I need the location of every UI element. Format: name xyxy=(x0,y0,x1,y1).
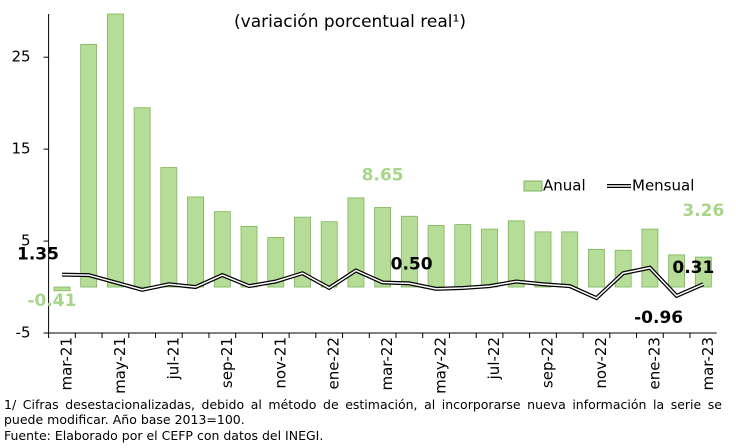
x-tick-label: may-22 xyxy=(432,337,450,394)
data-label: 8.65 xyxy=(362,166,404,186)
y-tick-label: 5 xyxy=(21,232,31,250)
bar xyxy=(481,228,498,288)
bar xyxy=(106,13,124,288)
bar xyxy=(400,215,418,288)
x-tick-label: nov-21 xyxy=(271,337,289,389)
bar xyxy=(534,231,552,288)
data-label: 0.50 xyxy=(391,254,433,274)
bar xyxy=(133,107,151,288)
data-label: 0.31 xyxy=(672,258,714,278)
bar xyxy=(507,220,525,288)
x-tick-label: sep-22 xyxy=(538,337,556,388)
x-tick-label: nov-22 xyxy=(592,337,610,389)
footnote: 1/ Cifras desestacionalizadas, debido al… xyxy=(4,397,722,427)
y-tick-label: 25 xyxy=(12,48,31,66)
x-tick-label: jul-22 xyxy=(485,337,503,380)
bar xyxy=(240,225,258,288)
bar xyxy=(668,254,686,288)
bar xyxy=(320,221,338,288)
data-label: 1.35 xyxy=(17,245,59,265)
bar xyxy=(294,216,311,288)
legend-label: Mensual xyxy=(632,177,694,195)
x-tick-label: mar-23 xyxy=(699,337,717,391)
source: Fuente: Elaborado por el CEFP con datos … xyxy=(4,428,324,443)
bar xyxy=(588,248,605,288)
x-tick-label: mar-21 xyxy=(57,337,75,391)
bar xyxy=(641,228,659,288)
bar xyxy=(213,211,231,288)
y-tick-label: 15 xyxy=(12,140,31,158)
bar xyxy=(267,236,285,288)
line-inner xyxy=(61,266,704,299)
x-tick-label: may-21 xyxy=(111,337,129,394)
bar xyxy=(53,286,71,292)
x-tick-label: jul-21 xyxy=(164,337,182,380)
legend-swatch xyxy=(523,180,543,192)
bar xyxy=(347,197,365,288)
x-tick-label: ene-23 xyxy=(645,337,663,389)
x-tick-label: sep-21 xyxy=(218,337,236,388)
data-label: -0.96 xyxy=(634,308,683,328)
data-label: 3.26 xyxy=(682,201,724,221)
bar xyxy=(454,224,472,288)
bar xyxy=(374,207,392,288)
chart-subtitle: (variación porcentual real¹) xyxy=(234,12,466,32)
bar xyxy=(187,196,204,288)
bar xyxy=(80,43,98,288)
bar xyxy=(561,231,579,288)
bar xyxy=(694,256,712,288)
chart: (variación porcentual real¹) -5 5 15 25 mar-… xyxy=(12,12,725,394)
x-tick-label: ene-22 xyxy=(325,337,343,389)
x-tick-label: mar-22 xyxy=(378,337,396,391)
bar xyxy=(614,249,632,288)
data-label: -0.41 xyxy=(27,291,76,311)
legend-label: Anual xyxy=(543,177,586,195)
y-tick-label: -5 xyxy=(16,324,31,342)
bar xyxy=(160,167,178,288)
